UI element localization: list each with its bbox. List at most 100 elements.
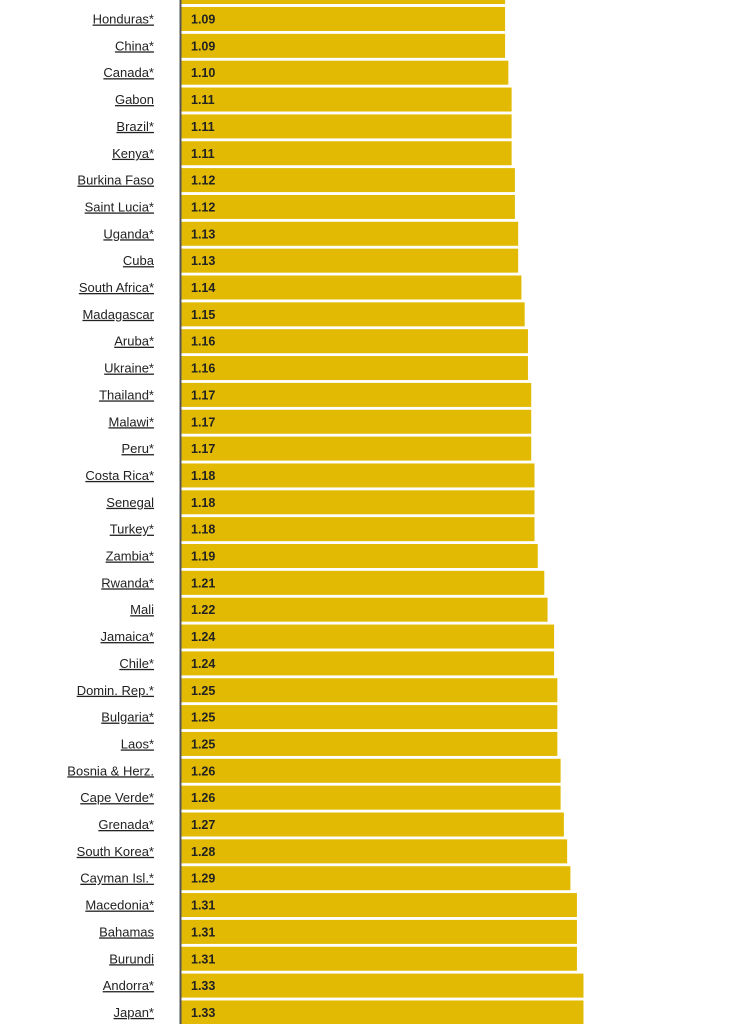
bar bbox=[181, 302, 525, 327]
value-label: 1.18 bbox=[191, 496, 215, 510]
bar bbox=[181, 87, 512, 112]
bar bbox=[181, 33, 506, 58]
bar bbox=[181, 651, 555, 676]
value-label: 1.28 bbox=[191, 845, 215, 859]
value-label: 1.10 bbox=[191, 66, 215, 80]
value-label: 1.17 bbox=[191, 415, 215, 429]
category-label[interactable]: Madagascar bbox=[82, 307, 154, 322]
bar bbox=[181, 570, 545, 595]
category-label[interactable]: South Africa* bbox=[79, 280, 154, 295]
category-label[interactable]: Rwanda* bbox=[101, 575, 154, 590]
bar bbox=[181, 624, 555, 649]
bar bbox=[181, 839, 568, 864]
bar bbox=[181, 866, 571, 891]
category-label[interactable]: Brazil* bbox=[116, 119, 154, 134]
value-label: 1.11 bbox=[191, 147, 215, 161]
bar bbox=[181, 221, 519, 246]
value-label: 1.09 bbox=[191, 39, 215, 53]
category-label[interactable]: Domin. Rep.* bbox=[77, 683, 154, 698]
bar bbox=[181, 60, 509, 85]
category-label[interactable]: Chile* bbox=[119, 656, 154, 671]
category-label[interactable]: Honduras* bbox=[93, 12, 154, 27]
bar bbox=[181, 7, 506, 31]
value-label: 1.26 bbox=[191, 791, 215, 805]
value-label: 1.16 bbox=[191, 362, 215, 376]
bar bbox=[181, 758, 561, 783]
category-label[interactable]: Malawi* bbox=[108, 414, 154, 429]
category-label[interactable]: Gabon bbox=[115, 92, 154, 107]
category-label[interactable]: Uganda* bbox=[103, 226, 154, 241]
value-label: 1.12 bbox=[191, 174, 215, 188]
category-label[interactable]: Mali bbox=[130, 602, 154, 617]
value-label: 1.26 bbox=[191, 764, 215, 778]
category-label[interactable]: Burundi bbox=[109, 951, 154, 966]
value-label: 1.16 bbox=[191, 335, 215, 349]
value-label: 1.33 bbox=[191, 979, 215, 993]
category-label[interactable]: Grenada* bbox=[98, 817, 154, 832]
category-label[interactable]: Peru* bbox=[121, 441, 154, 456]
category-label[interactable]: Thailand* bbox=[99, 387, 154, 402]
category-label[interactable]: Ukraine* bbox=[104, 361, 154, 376]
bar bbox=[181, 409, 532, 434]
category-label[interactable]: Macedonia* bbox=[85, 898, 154, 913]
category-label[interactable]: Andorra* bbox=[103, 978, 154, 993]
value-label: 1.13 bbox=[191, 227, 215, 241]
value-label: 1.21 bbox=[191, 576, 215, 590]
value-label: 1.12 bbox=[191, 200, 215, 214]
category-label[interactable]: Cayman Isl.* bbox=[80, 871, 154, 886]
category-label[interactable]: Cuba bbox=[123, 253, 155, 268]
value-label: 1.17 bbox=[191, 442, 215, 456]
value-label: 1.25 bbox=[191, 684, 215, 698]
bar bbox=[181, 356, 528, 381]
value-label: 1.33 bbox=[191, 1006, 215, 1020]
category-label[interactable]: Laos* bbox=[121, 736, 154, 751]
bar bbox=[181, 544, 538, 568]
category-label[interactable]: Japan* bbox=[114, 1005, 154, 1020]
bar bbox=[181, 973, 584, 998]
value-label: 1.18 bbox=[191, 469, 215, 483]
value-label: 1.11 bbox=[191, 93, 215, 107]
value-label: 1.31 bbox=[191, 925, 215, 939]
category-label[interactable]: Burkina Faso bbox=[77, 173, 154, 188]
bar bbox=[181, 517, 535, 542]
category-label[interactable]: Cape Verde* bbox=[80, 790, 154, 805]
bars-group bbox=[181, 0, 584, 1024]
bar bbox=[181, 436, 532, 461]
bar bbox=[181, 141, 512, 166]
value-label: 1.29 bbox=[191, 872, 215, 886]
category-label[interactable]: Turkey* bbox=[110, 522, 154, 537]
bar bbox=[181, 597, 548, 622]
bar bbox=[181, 463, 535, 488]
bar-partial bbox=[181, 0, 506, 4]
category-label[interactable]: China* bbox=[115, 38, 154, 53]
value-label: 1.27 bbox=[191, 818, 215, 832]
bar bbox=[181, 248, 519, 273]
bar bbox=[181, 678, 558, 703]
category-label[interactable]: Zambia* bbox=[106, 549, 154, 564]
value-label: 1.11 bbox=[191, 120, 215, 134]
bar bbox=[181, 705, 558, 730]
bar bbox=[181, 194, 515, 219]
bar bbox=[181, 382, 532, 407]
bar bbox=[181, 919, 577, 944]
category-label[interactable]: Aruba* bbox=[114, 334, 154, 349]
category-label[interactable]: Saint Lucia* bbox=[85, 199, 154, 214]
category-label[interactable]: Bulgaria* bbox=[101, 710, 154, 725]
value-label: 1.25 bbox=[191, 711, 215, 725]
value-label: 1.24 bbox=[191, 630, 215, 644]
category-label[interactable]: Canada* bbox=[103, 65, 154, 80]
bar bbox=[181, 812, 564, 837]
category-label[interactable]: Costa Rica* bbox=[85, 468, 154, 483]
category-label[interactable]: South Korea* bbox=[77, 844, 154, 859]
value-label: 1.31 bbox=[191, 952, 215, 966]
category-label[interactable]: Senegal bbox=[106, 495, 154, 510]
bar bbox=[181, 731, 558, 756]
category-label[interactable]: Bosnia & Herz. bbox=[67, 763, 154, 778]
value-label: 1.24 bbox=[191, 657, 215, 671]
value-labels: 1.09 1.09 1.10 1.11 1.11 1.11 1.12 1.12 1.13 1.13… bbox=[191, 13, 215, 1020]
category-label[interactable]: Bahamas bbox=[99, 924, 154, 939]
category-label[interactable]: Jamaica* bbox=[101, 629, 154, 644]
bar bbox=[181, 490, 535, 515]
value-label: 1.13 bbox=[191, 254, 215, 268]
category-label[interactable]: Kenya* bbox=[112, 146, 154, 161]
